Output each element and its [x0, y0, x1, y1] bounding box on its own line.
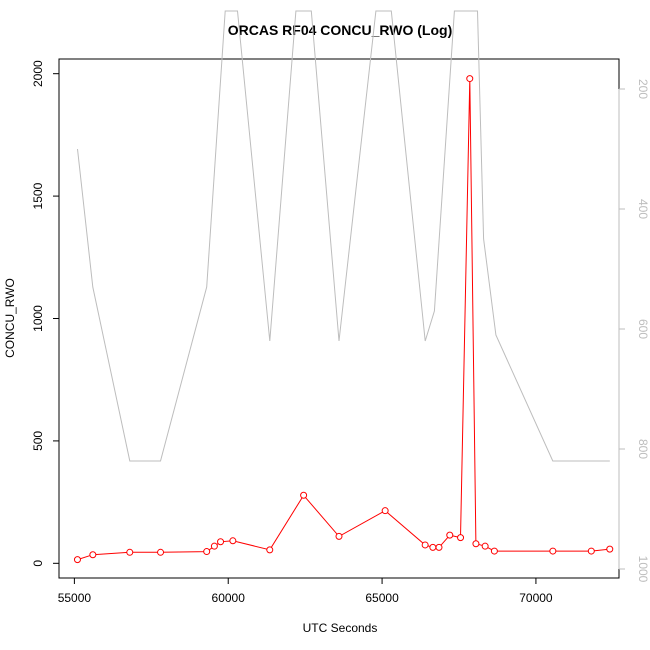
data-point: [89, 551, 97, 559]
data-point: [210, 542, 218, 550]
data-point: [126, 548, 134, 556]
right-y-axis: 200 400 600 800 1000: [618, 79, 650, 583]
series-line: [77, 10, 610, 462]
y-tick-label: 0: [31, 560, 45, 567]
series-layer: [73, 10, 614, 564]
data-point: [429, 543, 437, 551]
right-y-tick-label: 1000: [636, 556, 650, 583]
data-point: [300, 491, 308, 499]
data-point: [472, 540, 480, 548]
data-point: [481, 542, 489, 550]
x-axis: 55000 60000 65000 70000: [58, 577, 553, 605]
right-y-tick-label: 600: [636, 319, 650, 339]
data-point: [266, 546, 274, 554]
chart-title: ORCAS RF04 CONCU_RWO (Log): [228, 22, 453, 38]
series-grey: [77, 10, 610, 462]
x-axis-label: UTC Seconds: [303, 621, 378, 635]
series-line: [77, 78, 610, 561]
data-point: [606, 545, 614, 553]
x-tick-label: 55000: [58, 591, 92, 605]
data-point: [203, 548, 211, 556]
data-point: [466, 75, 474, 83]
right-y-tick-label: 400: [636, 199, 650, 219]
y-axis: 0 500 1000 1500 2000: [31, 60, 60, 567]
y-tick-label: 500: [31, 431, 45, 451]
series-red: [73, 75, 614, 564]
data-point: [381, 507, 389, 515]
data-point: [335, 532, 343, 540]
data-point: [157, 548, 165, 556]
x-tick-label: 60000: [212, 591, 246, 605]
data-point: [490, 547, 498, 555]
data-point: [587, 547, 595, 555]
right-y-tick-label: 800: [636, 439, 650, 459]
data-point: [446, 531, 454, 539]
data-point: [435, 543, 443, 551]
x-tick-label: 65000: [365, 591, 399, 605]
y-tick-label: 1000: [31, 305, 45, 332]
data-point: [549, 547, 557, 555]
y-tick-label: 1500: [31, 182, 45, 209]
right-y-tick-label: 200: [636, 79, 650, 99]
data-point: [229, 537, 237, 545]
data-point: [421, 541, 429, 549]
data-point: [73, 556, 81, 564]
y-tick-label: 2000: [31, 60, 45, 87]
data-point: [457, 534, 465, 542]
data-point: [217, 538, 225, 546]
y-axis-label: CONCU_RWO: [3, 278, 17, 358]
plot-frame: [58, 58, 620, 579]
x-tick-label: 70000: [519, 591, 553, 605]
